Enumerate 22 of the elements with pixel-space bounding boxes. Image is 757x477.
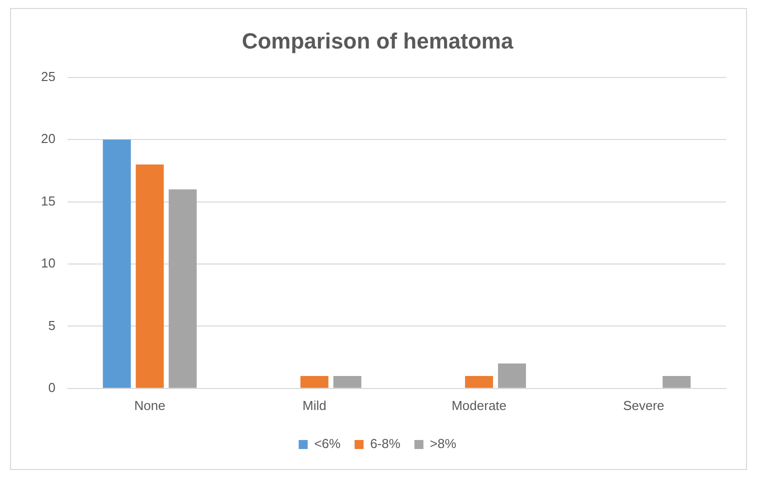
legend-label: >8% xyxy=(430,436,457,452)
bar xyxy=(168,189,197,388)
bar xyxy=(102,140,131,388)
chart-title: Comparison of hematoma xyxy=(242,28,514,54)
legend-label: 6-8% xyxy=(370,436,401,452)
x-tick-label: Severe xyxy=(623,398,664,413)
y-tick-label: 15 xyxy=(40,193,56,208)
bar xyxy=(136,164,164,388)
y-tick-label: 0 xyxy=(48,380,56,395)
x-tick-label: Mild xyxy=(302,398,326,413)
y-tick-label: 5 xyxy=(48,318,56,333)
x-tick-label: None xyxy=(134,398,166,413)
legend-label: <6% xyxy=(314,436,342,452)
y-tick-label: 25 xyxy=(40,68,56,84)
bar xyxy=(498,364,526,388)
x-tick-label: Moderate xyxy=(452,398,507,413)
y-tick-label: 10 xyxy=(40,256,56,271)
y-tick-label: 20 xyxy=(40,131,56,146)
bar xyxy=(465,376,494,388)
bar xyxy=(300,376,328,388)
bar xyxy=(333,376,362,388)
bar xyxy=(662,376,691,388)
